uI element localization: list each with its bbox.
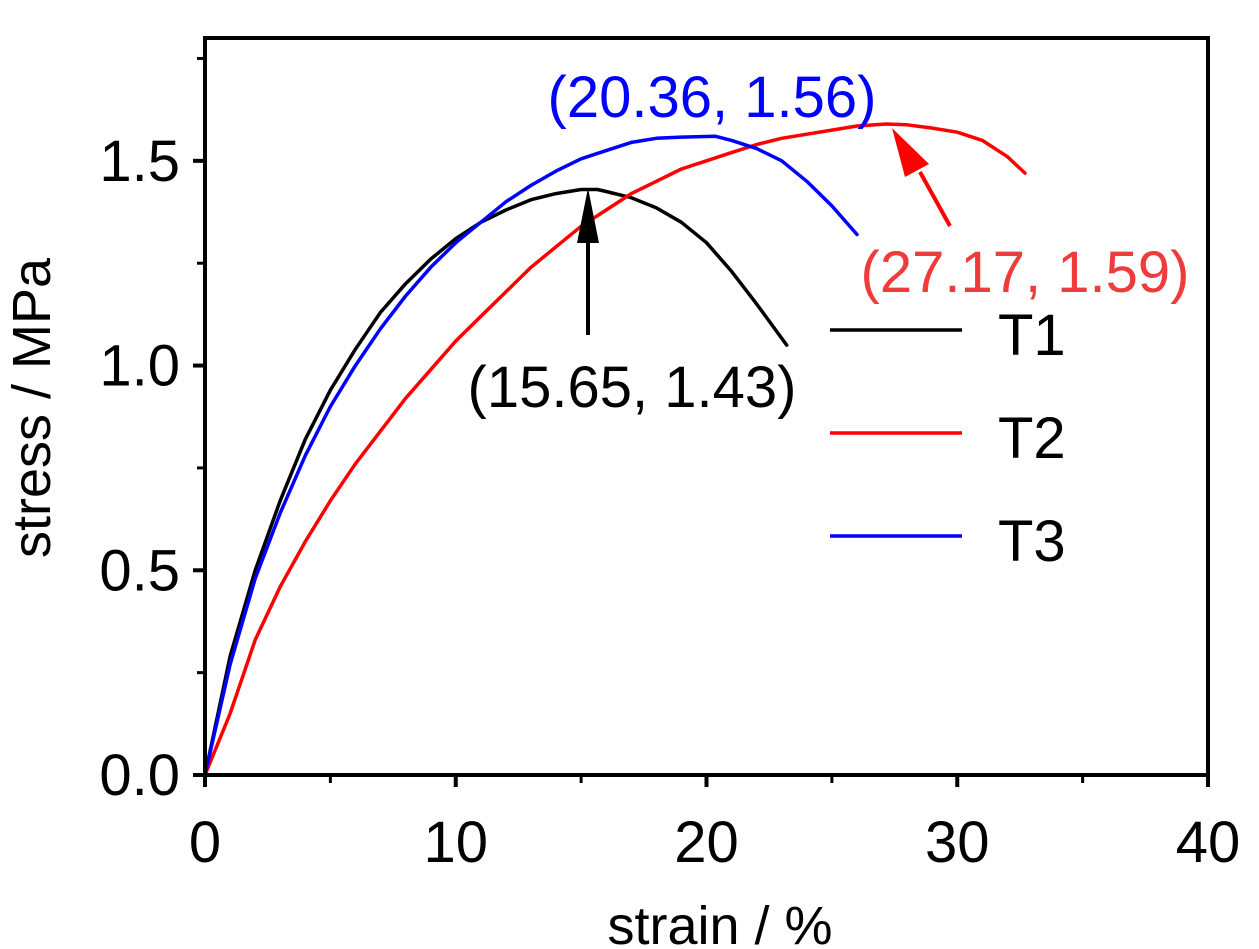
y-tick-label: 1.0 [99,334,180,399]
y-tick-label: 0.0 [99,743,180,808]
legend-label-t3: T3 [998,509,1066,574]
x-tick-label: 30 [925,810,990,875]
legend-label-t2: T2 [998,406,1066,471]
y-tick-label: 0.5 [99,538,180,603]
legend: T1 T2 T3 [830,303,1066,574]
legend-label-t1: T1 [998,303,1066,368]
series-layer [203,122,1027,777]
x-tick-label: 40 [1176,810,1241,875]
x-tick-label: 0 [189,810,221,875]
x-tick-label: 10 [423,810,488,875]
y-tick-label: 1.5 [99,129,180,194]
series-line-t2 [203,122,1027,777]
x-axis-title: strain / % [607,896,832,949]
annotation-t1-label: (15.65, 1.43) [468,355,797,420]
x-tick-label: 20 [674,810,739,875]
annotation-arrow-t1 [577,188,599,335]
annotation-t3-label: (20.36, 1.56) [548,65,877,130]
series-line-t3 [203,134,859,777]
ticks-layer: 0 10 20 30 40 0.0 0.5 1.0 1.5 [99,56,1241,875]
annotation-t2-label: (27.17, 1.59) [861,240,1190,305]
y-axis-title: stress / MPa [2,257,62,558]
series-line-t1 [203,187,789,777]
annotation-arrow-t2 [892,128,952,227]
